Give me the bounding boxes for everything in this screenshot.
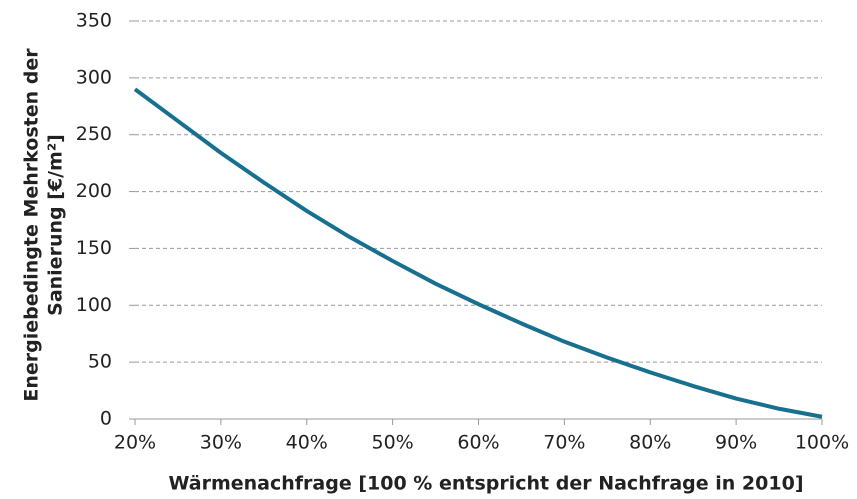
y-axis-title: Energiebedingte Mehrkosten der Sanierung… (21, 48, 67, 402)
x-tick-label: 80% (629, 432, 671, 454)
x-tick-label: 20% (114, 432, 156, 454)
x-tick-label: 60% (457, 432, 499, 454)
x-tick-label: 100% (795, 432, 849, 454)
y-axis-title-line: Sanierung [€/m²] (45, 134, 67, 316)
y-tick-label: 0 (100, 408, 112, 430)
y-tick-label: 200 (76, 180, 112, 202)
x-tick-label: 30% (200, 432, 242, 454)
y-tick-label: 250 (76, 123, 112, 145)
x-axis-title: Wärmenachfrage [100 % entspricht der Nac… (169, 473, 804, 495)
x-tick-label: 50% (372, 432, 414, 454)
x-tick-label: 40% (286, 432, 328, 454)
y-tick-label: 100 (76, 294, 112, 316)
y-tick-label: 150 (76, 237, 112, 259)
data-line (133, 87, 823, 419)
y-tick-label: 350 (76, 10, 112, 32)
x-tick-label: 70% (543, 432, 585, 454)
x-tick-label: 90% (715, 432, 757, 454)
y-axis-title-line: Energiebedingte Mehrkosten der (21, 48, 43, 402)
y-tick-label: 50 (88, 351, 112, 373)
y-tick-label: 300 (76, 66, 112, 88)
